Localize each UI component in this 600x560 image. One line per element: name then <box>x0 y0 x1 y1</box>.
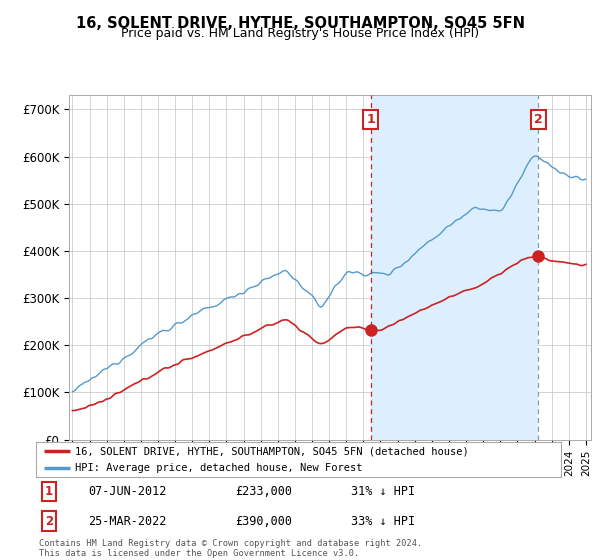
Text: Contains HM Land Registry data © Crown copyright and database right 2024.
This d: Contains HM Land Registry data © Crown c… <box>39 539 422 558</box>
Text: HPI: Average price, detached house, New Forest: HPI: Average price, detached house, New … <box>76 463 363 473</box>
Text: 16, SOLENT DRIVE, HYTHE, SOUTHAMPTON, SO45 5FN: 16, SOLENT DRIVE, HYTHE, SOUTHAMPTON, SO… <box>76 16 524 31</box>
Text: 31% ↓ HPI: 31% ↓ HPI <box>351 485 415 498</box>
Text: 1: 1 <box>367 113 375 126</box>
Text: £390,000: £390,000 <box>235 515 293 528</box>
Text: 25-MAR-2022: 25-MAR-2022 <box>89 515 167 528</box>
Text: 2: 2 <box>534 113 543 126</box>
Text: 16, SOLENT DRIVE, HYTHE, SOUTHAMPTON, SO45 5FN (detached house): 16, SOLENT DRIVE, HYTHE, SOUTHAMPTON, SO… <box>76 446 469 456</box>
Text: £233,000: £233,000 <box>235 485 293 498</box>
Bar <box>371 95 538 440</box>
Text: 07-JUN-2012: 07-JUN-2012 <box>89 485 167 498</box>
Text: 2: 2 <box>45 515 53 528</box>
Text: Price paid vs. HM Land Registry's House Price Index (HPI): Price paid vs. HM Land Registry's House … <box>121 27 479 40</box>
Text: 33% ↓ HPI: 33% ↓ HPI <box>351 515 415 528</box>
Text: 1: 1 <box>45 485 53 498</box>
